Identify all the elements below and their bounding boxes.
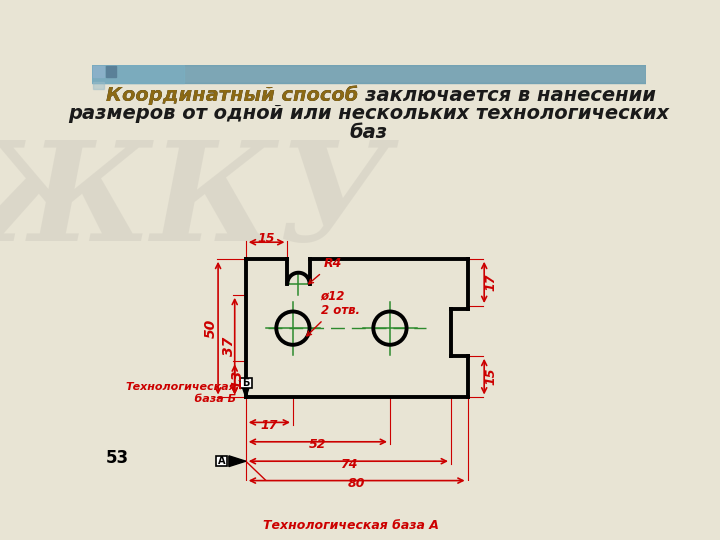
Bar xyxy=(106,66,117,77)
Text: 53: 53 xyxy=(106,449,129,467)
Text: Технологическая
    база Б: Технологическая база Б xyxy=(126,382,237,403)
Bar xyxy=(92,65,184,83)
Text: ø12
2 отв.: ø12 2 отв. xyxy=(307,289,360,336)
Bar xyxy=(216,456,228,466)
Text: Координатный способ: Координатный способ xyxy=(106,85,358,105)
Text: 52: 52 xyxy=(309,438,327,451)
Text: Технологическая база А: Технологическая база А xyxy=(264,519,439,532)
Text: ЖКУ: ЖКУ xyxy=(0,137,391,271)
Text: 80: 80 xyxy=(348,477,366,490)
Text: R4: R4 xyxy=(309,257,342,284)
Text: 13: 13 xyxy=(231,370,245,389)
Polygon shape xyxy=(229,456,246,467)
Text: Б: Б xyxy=(242,378,250,388)
Text: 17: 17 xyxy=(261,419,278,432)
Text: 15: 15 xyxy=(485,368,498,386)
Text: 50: 50 xyxy=(203,319,217,338)
Text: 74: 74 xyxy=(340,458,357,471)
Text: Координатный способ заключается в нанесении: Координатный способ заключается в нанесе… xyxy=(106,85,655,105)
Text: баз: баз xyxy=(350,123,388,141)
Polygon shape xyxy=(243,388,249,397)
Text: А: А xyxy=(217,456,225,466)
Bar xyxy=(94,82,104,90)
Text: 15: 15 xyxy=(258,232,275,245)
Text: 37: 37 xyxy=(222,336,235,356)
Bar xyxy=(94,66,104,77)
Bar xyxy=(92,65,647,83)
Text: размеров от одной или нескольких технологических: размеров от одной или нескольких техноло… xyxy=(68,104,670,123)
Bar xyxy=(240,378,251,388)
Text: 17: 17 xyxy=(485,274,498,291)
